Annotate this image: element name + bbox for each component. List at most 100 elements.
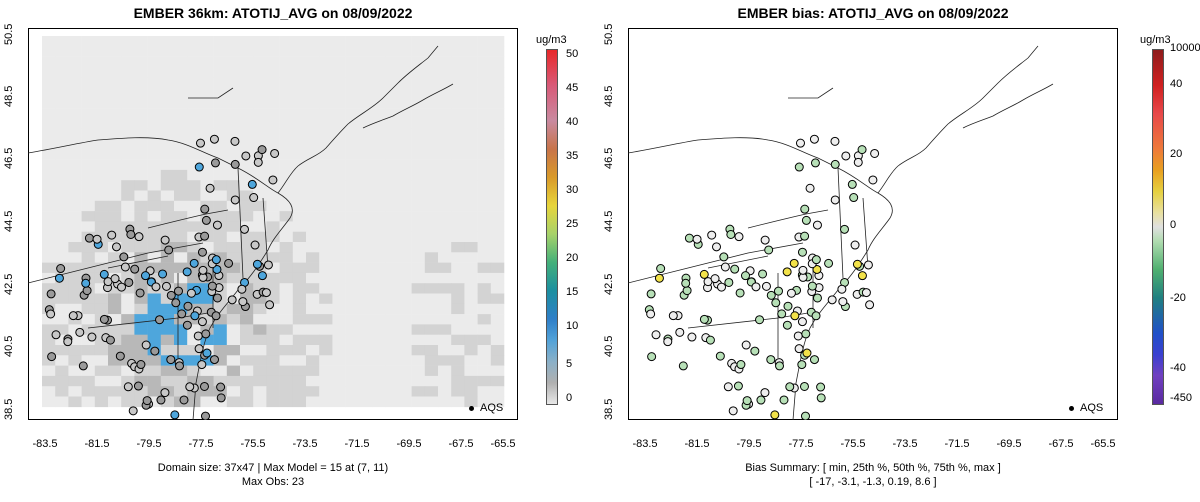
grid-cell (372, 211, 386, 222)
grid-cell (55, 293, 69, 305)
site-marker (247, 179, 257, 189)
grid-cell (292, 190, 307, 202)
grid-cell (213, 200, 228, 212)
grid-cell (424, 252, 439, 263)
grid-cell (147, 334, 162, 346)
grid-cell (306, 46, 320, 57)
grid-cell (411, 87, 426, 99)
grid-cell (266, 345, 280, 356)
grid-cell (147, 211, 162, 222)
grid-cell (213, 324, 228, 335)
grid-cell (424, 272, 439, 284)
grid-cell (385, 211, 399, 222)
grid-cell (319, 303, 333, 315)
grid-cell (464, 283, 478, 294)
site-marker (268, 175, 278, 185)
colorbar-label: 0 (566, 392, 573, 404)
grid-cell (424, 149, 439, 160)
site-marker (141, 340, 151, 350)
site-bias-marker (678, 361, 688, 371)
grid-cell (438, 252, 452, 263)
grid-cell (240, 128, 254, 140)
grid-cell (187, 87, 201, 99)
grid-cell (147, 293, 162, 305)
grid-cell (358, 87, 373, 99)
x-tick-label: -75.5 (240, 438, 266, 450)
grid-cell (226, 242, 241, 253)
colorbar-label: 20 (566, 252, 579, 264)
grid-cell (372, 314, 386, 325)
grid-cell (279, 46, 294, 57)
grid-cell (477, 46, 492, 57)
grid-cell (200, 386, 214, 397)
grid-cell (134, 242, 148, 253)
grid-cell (411, 314, 426, 325)
grid-cell (438, 66, 452, 78)
site-bias-marker (646, 309, 656, 319)
site-marker (250, 240, 260, 250)
grid-cell (108, 396, 122, 408)
grid-cell (121, 345, 135, 356)
grid-cell (319, 396, 333, 408)
grid-cell (345, 36, 360, 47)
grid-cell (477, 221, 492, 232)
grid-cell (398, 334, 412, 346)
site-bias-marker (790, 311, 800, 321)
grid-cell (306, 231, 320, 243)
grid-cell (332, 334, 346, 346)
grid-cell (42, 139, 56, 150)
site-bias-marker (656, 264, 666, 274)
grid-cell (438, 97, 452, 109)
grid-cell (121, 169, 135, 181)
grid-cell (240, 272, 254, 284)
grid-cell (292, 97, 307, 109)
grid-cell (398, 221, 412, 232)
grid-cell (55, 252, 69, 263)
grid-cell (226, 200, 241, 212)
grid-cell (279, 303, 294, 315)
grid-cell (121, 87, 135, 99)
grid-cell (42, 375, 56, 387)
site-marker (202, 348, 212, 358)
grid-cell (68, 118, 82, 129)
grid-cell (121, 139, 135, 150)
grid-cell (174, 169, 188, 181)
x-tick-label: -73.5 (292, 438, 318, 450)
grid-cell (490, 211, 505, 222)
grid-cell (332, 314, 346, 325)
grid-cell (332, 46, 346, 57)
grid-cell (358, 36, 373, 47)
grid-cell (42, 221, 56, 232)
grid-cell (464, 211, 478, 222)
y-tick-label: 50.5 (3, 23, 15, 45)
site-bias-marker (786, 288, 796, 298)
site-bias-marker (707, 230, 717, 240)
grid-cell (42, 118, 56, 129)
site-marker (126, 229, 136, 239)
grid-cell (134, 252, 148, 263)
site-bias-marker (801, 329, 811, 339)
site-marker (194, 162, 204, 172)
grid-cell (438, 211, 452, 222)
grid-cell (490, 345, 505, 356)
grid-cell (68, 345, 82, 356)
grid-cell (147, 272, 162, 284)
site-bias-marker (777, 309, 787, 319)
grid-cell (438, 242, 452, 253)
grid-cell (398, 108, 412, 119)
grid-cell (253, 139, 267, 150)
grid-cell (424, 108, 439, 119)
y-tick-label: 46.5 (603, 147, 615, 169)
grid-cell (226, 314, 241, 325)
grid-cell (490, 97, 505, 109)
grid-cell (319, 97, 333, 109)
grid-cell (108, 283, 122, 294)
colorbar-label: 10 (566, 320, 579, 332)
grid-cell (477, 190, 492, 202)
grid-cell (464, 324, 478, 335)
site-marker (177, 309, 187, 319)
grid-cell (319, 262, 333, 274)
grid-cell (451, 190, 465, 202)
grid-cell (266, 180, 280, 191)
grid-cell (187, 77, 201, 88)
